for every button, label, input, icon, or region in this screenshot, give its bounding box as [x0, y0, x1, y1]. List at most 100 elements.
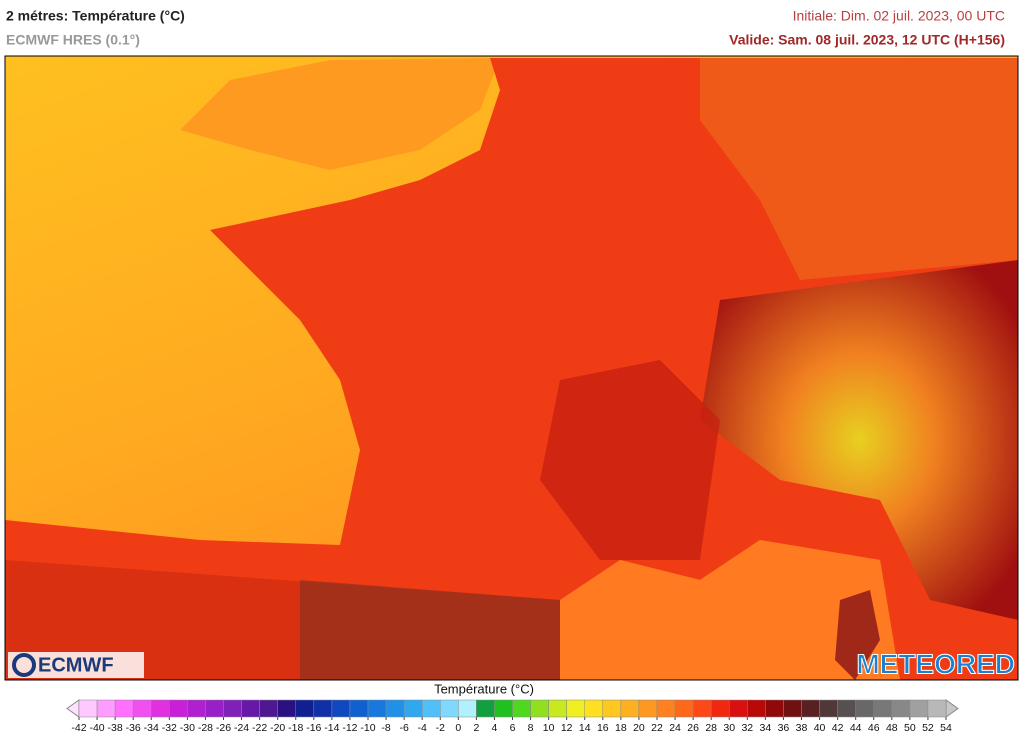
color-swatch	[548, 699, 567, 718]
tick-label: 20	[633, 722, 645, 734]
tick-label: -38	[108, 722, 123, 734]
tick-label: -4	[418, 722, 427, 734]
tick-label: 22	[651, 722, 663, 734]
tick-label: 50	[904, 722, 916, 734]
tick-label: -36	[126, 722, 141, 734]
tick-label: 54	[940, 722, 952, 734]
map	[4, 55, 1019, 681]
color-swatch	[494, 699, 513, 718]
color-swatch	[458, 699, 477, 718]
color-swatch	[855, 699, 874, 718]
color-swatch	[403, 699, 423, 718]
color-swatch	[602, 699, 622, 718]
tick-label: 28	[705, 722, 717, 734]
color-swatch	[114, 699, 134, 718]
tick-label: 46	[868, 722, 880, 734]
color-swatch	[747, 699, 766, 718]
over-triangle	[945, 699, 959, 718]
tick-label: -42	[71, 722, 86, 734]
color-swatch	[421, 699, 441, 718]
color-swatch	[566, 699, 585, 718]
color-swatch	[132, 699, 152, 718]
tick-label: 30	[723, 722, 735, 734]
tick-label: 8	[528, 722, 534, 734]
color-swatch	[241, 699, 260, 718]
color-swatch	[584, 699, 604, 718]
tick-label: 18	[615, 722, 627, 734]
color-swatch	[783, 699, 802, 718]
color-swatch	[223, 699, 242, 718]
color-swatch	[277, 699, 296, 718]
tick-label: -40	[89, 722, 104, 734]
tick-label: -2	[436, 722, 445, 734]
color-swatch	[801, 699, 820, 718]
tick-label: -24	[234, 722, 249, 734]
tick-label: -6	[399, 722, 408, 734]
color-swatch	[205, 699, 224, 718]
tick-label: 0	[455, 722, 461, 734]
tick-label: 40	[814, 722, 826, 734]
tick-label: 2	[473, 722, 479, 734]
tick-label: 26	[687, 722, 699, 734]
tick-label: 38	[796, 722, 808, 734]
color-swatch	[78, 699, 98, 718]
color-swatch	[385, 699, 405, 718]
color-swatch	[259, 699, 278, 718]
tick-label: -26	[216, 722, 231, 734]
color-swatch	[909, 699, 929, 718]
valid-time: Valide: Sam. 08 juil. 2023, 12 UTC (H+15…	[729, 32, 1005, 48]
tick-label: 14	[579, 722, 591, 734]
color-swatch	[819, 699, 838, 718]
initial-time: Initiale: Dim. 02 juil. 2023, 00 UTC	[793, 8, 1005, 24]
tick-label: 12	[561, 722, 573, 734]
tick-label: 36	[778, 722, 790, 734]
colorbar: -42 -40 -38 -36 -34 -32 -30 -28 -26 -24 -22 -20 -18-…	[66, 699, 959, 734]
color-swatch	[476, 699, 495, 718]
map-title: 2 métres: Température (°C)	[6, 8, 185, 24]
tick-label: 48	[886, 722, 898, 734]
tick-label: 34	[760, 722, 772, 734]
tick-label: -10	[360, 722, 375, 734]
tick-label: 42	[832, 722, 844, 734]
color-swatch	[692, 699, 712, 718]
model-label: ECMWF HRES (0.1°)	[6, 32, 140, 48]
tick-label: 4	[492, 722, 498, 734]
color-swatch	[656, 699, 676, 718]
color-swatch	[891, 699, 911, 718]
color-swatch	[169, 699, 188, 718]
color-swatch	[638, 699, 658, 718]
tick-label: -34	[144, 722, 159, 734]
tick-label: -20	[270, 722, 285, 734]
color-swatch	[620, 699, 640, 718]
tick-label: -22	[252, 722, 267, 734]
tick-label: 52	[922, 722, 934, 734]
tick-label: 24	[669, 722, 681, 734]
tick-label: 44	[850, 722, 862, 734]
color-swatch	[674, 699, 694, 718]
color-swatch	[710, 699, 730, 718]
tick-label: -32	[162, 722, 177, 734]
tick-label: -8	[381, 722, 390, 734]
color-swatch	[313, 699, 333, 718]
color-swatch	[927, 699, 947, 718]
color-swatch	[96, 699, 116, 718]
tick-label: -12	[342, 722, 357, 734]
color-swatch	[873, 699, 893, 718]
color-swatch	[187, 699, 206, 718]
tick-label: 32	[741, 722, 753, 734]
tick-label: -14	[324, 722, 339, 734]
meteored-logo: METEORED	[856, 648, 1015, 679]
tick-label: -18	[288, 722, 303, 734]
color-swatch	[295, 699, 315, 718]
color-swatch	[837, 699, 856, 718]
color-swatch	[512, 699, 531, 718]
color-swatch	[349, 699, 369, 718]
tick-label: 16	[597, 722, 609, 734]
tick-label: 10	[543, 722, 555, 734]
color-swatch	[367, 699, 387, 718]
tick-label: -30	[180, 722, 195, 734]
color-swatch	[765, 699, 784, 718]
color-swatch	[729, 699, 748, 718]
color-swatch	[151, 699, 170, 718]
